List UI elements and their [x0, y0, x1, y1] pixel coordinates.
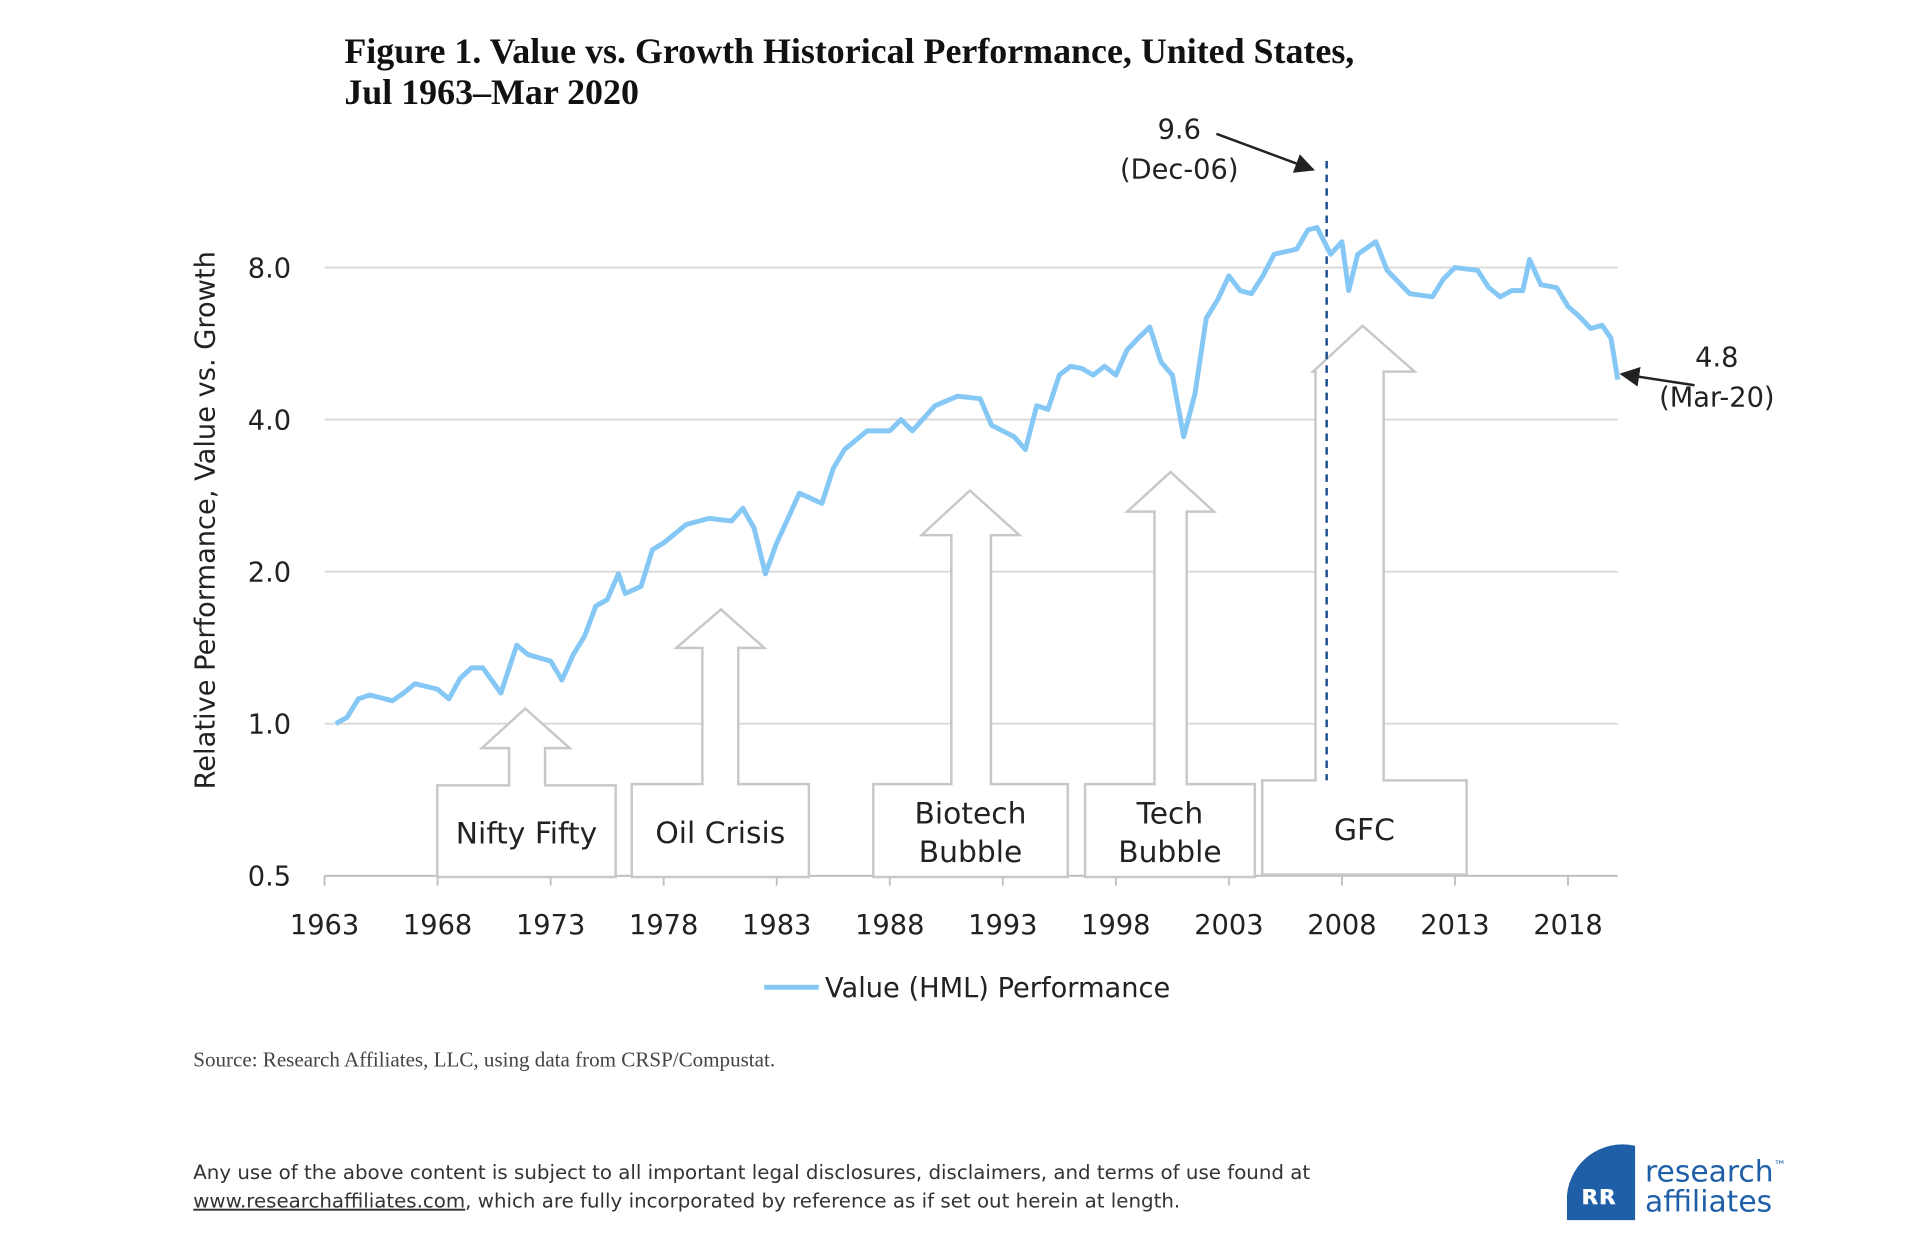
annotation-arrow [1619, 366, 1695, 387]
annotation-value: 4.8 [1695, 343, 1738, 374]
event-shape [630, 607, 811, 879]
x-tick-label: 1983 [742, 910, 811, 941]
logo-tm: ™ [1774, 1158, 1786, 1172]
annotation-text: (Mar-20) [1659, 382, 1774, 413]
x-tick-label: 1978 [629, 910, 698, 941]
y-axis-label: Relative Performance, Value vs. Growth [190, 251, 221, 789]
logo-mark [1566, 1144, 1636, 1221]
chart-title: Jul 1963–Mar 2020 [344, 72, 639, 112]
y-tick-label: 1.0 [248, 710, 291, 741]
disclaimer: Any use of the above content is subject … [193, 1161, 1310, 1184]
x-tick-label: 2003 [1194, 910, 1263, 941]
source: Source: Research Affiliates, LLC, using … [193, 1048, 775, 1072]
x-tick-label: 1998 [1081, 910, 1150, 941]
event-label: Biotech [915, 797, 1027, 832]
event-label: Tech [1136, 797, 1204, 832]
event-label: GFC [1334, 813, 1395, 848]
x-tick-label: 1973 [516, 910, 585, 941]
annotation-value: 9.6 [1158, 115, 1201, 146]
x-tick-label: 1988 [855, 910, 924, 941]
logo: ʀʀ research™ affiliates [1566, 1144, 1786, 1221]
x-tick-label: 2008 [1307, 910, 1376, 941]
disclaimer: www.researchaffiliates.com, which are fu… [193, 1190, 1180, 1213]
event-label: Oil Crisis [655, 816, 785, 851]
event-shape [872, 488, 1070, 879]
logo-text: research™ [1645, 1155, 1786, 1190]
x-tick-label: 1993 [968, 910, 1037, 941]
y-tick-label: 8.0 [248, 253, 291, 284]
logo-text: affiliates [1645, 1184, 1772, 1219]
disclaimer-link[interactable]: www.researchaffiliates.com [193, 1190, 465, 1213]
disclaimer: , which are fully incorporated by refere… [465, 1190, 1180, 1213]
event-shape [1083, 470, 1257, 879]
event-shape [436, 706, 617, 879]
y-tick-label: 2.0 [248, 558, 291, 589]
event-label: Nifty Fifty [456, 817, 597, 852]
x-tick-label: 1968 [403, 910, 472, 941]
x-tick-label: 1963 [290, 910, 359, 941]
y-tick-label: 4.0 [248, 406, 291, 437]
legend-label: Value (HML) Performance [825, 973, 1170, 1004]
x-tick-label: 2018 [1533, 910, 1602, 941]
logo-glyph: ʀʀ [1582, 1180, 1617, 1211]
event-shape [1261, 324, 1468, 876]
plot [334, 225, 1621, 726]
event-label: Bubble [1118, 835, 1222, 870]
annotation-arrow [1215, 132, 1315, 173]
annotation-text: (Dec-06) [1120, 154, 1239, 185]
logo-text: research [1645, 1155, 1774, 1190]
x-tick-label: 2013 [1420, 910, 1489, 941]
event-label: Bubble [919, 835, 1023, 870]
y-tick-label: 0.5 [248, 862, 291, 893]
events: Nifty Fifty Oil CrisisBiotechBubbleTechBu… [436, 324, 1468, 879]
series-line [334, 225, 1621, 726]
chart-title: Figure 1. Value vs. Growth Historical Pe… [344, 31, 1354, 71]
